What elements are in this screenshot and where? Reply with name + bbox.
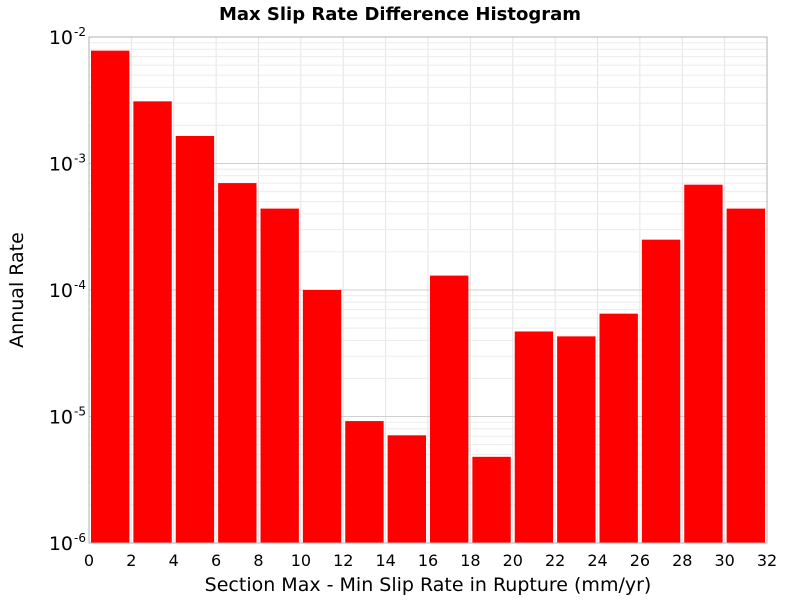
- x-tick-label: 0: [84, 551, 94, 570]
- histogram-bar: [472, 456, 511, 543]
- histogram-bar: [557, 336, 596, 543]
- x-axis-label: Section Max - Min Slip Rate in Rupture (…: [205, 574, 652, 596]
- x-tick-label: 32: [757, 551, 777, 570]
- x-tick-label: 8: [253, 551, 263, 570]
- bars-layer: [91, 50, 765, 544]
- x-tick-label: 20: [503, 551, 523, 570]
- x-tick-label: 12: [333, 551, 353, 570]
- y-axis-ticks: 10-610-510-410-310-2: [49, 25, 86, 555]
- x-tick-label: 16: [418, 551, 438, 570]
- histogram-bar: [260, 208, 299, 543]
- histogram-bar: [133, 101, 172, 543]
- histogram-bar: [345, 421, 384, 543]
- histogram-bar: [175, 135, 215, 543]
- y-tick-label: 10: [49, 154, 73, 176]
- histogram-bar: [91, 50, 130, 544]
- x-tick-label: 2: [126, 551, 136, 570]
- x-tick-label: 30: [714, 551, 734, 570]
- y-tick-label: 10: [49, 27, 73, 49]
- y-tick-label: 10: [49, 533, 73, 555]
- histogram-bar: [599, 313, 638, 543]
- plot-frame: [88, 36, 768, 544]
- y-axis-label: Annual Rate: [6, 232, 28, 348]
- histogram-bar: [302, 290, 342, 543]
- histogram-bar: [684, 184, 723, 543]
- histogram-bar: [430, 275, 469, 543]
- y-tick-exponent: -4: [74, 278, 86, 292]
- histogram-bar: [641, 239, 681, 543]
- y-tick-label: 10: [49, 407, 73, 429]
- x-tick-label: 14: [375, 551, 395, 570]
- chart-title: Max Slip Rate Difference Histogram: [219, 4, 581, 25]
- y-tick-exponent: -5: [74, 405, 86, 419]
- x-tick-label: 4: [169, 551, 179, 570]
- x-tick-label: 28: [672, 551, 692, 570]
- x-axis-ticks: 0 2 4 6 8 10 12 14 16 18 20 22 24 26 28 30 32: [84, 551, 777, 570]
- x-tick-label: 6: [211, 551, 221, 570]
- y-tick-exponent: -6: [74, 531, 86, 545]
- histogram-bar: [514, 331, 554, 543]
- histogram-bar: [726, 208, 765, 543]
- x-tick-label: 18: [460, 551, 480, 570]
- histogram-bar: [218, 183, 257, 543]
- x-tick-label: 10: [291, 551, 311, 570]
- histogram-bar: [387, 435, 426, 543]
- x-tick-label: 26: [630, 551, 650, 570]
- y-tick-exponent: -2: [74, 25, 86, 39]
- y-tick-label: 10: [49, 280, 73, 302]
- x-tick-label: 24: [587, 551, 607, 570]
- x-tick-label: 22: [545, 551, 565, 570]
- y-tick-exponent: -3: [74, 152, 86, 166]
